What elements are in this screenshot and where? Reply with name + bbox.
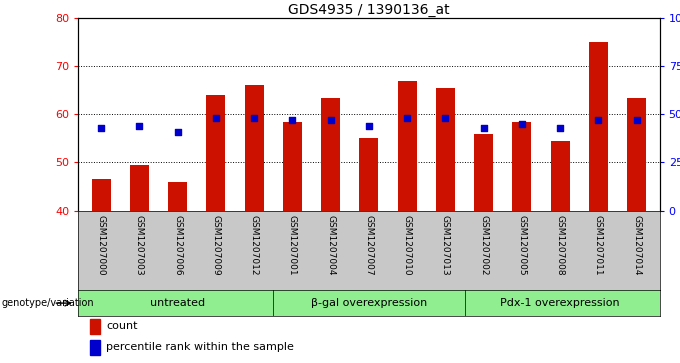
Bar (474, 134, 493, 211)
Text: GSM1207004: GSM1207004 (326, 215, 335, 275)
Text: untreated: untreated (150, 298, 205, 308)
Point (172, 129, 183, 135)
Text: percentile rank within the sample: percentile rank within the sample (106, 342, 294, 352)
Bar (627, 98, 646, 211)
Point (440, 115, 451, 121)
Text: genotype/variation: genotype/variation (1, 298, 94, 308)
Point (363, 123, 374, 129)
Text: GSM1207012: GSM1207012 (250, 215, 258, 275)
Text: GSM1207011: GSM1207011 (594, 215, 603, 275)
Point (210, 115, 221, 121)
Text: GSM1207013: GSM1207013 (441, 215, 450, 275)
Bar (283, 122, 302, 211)
Bar (359, 138, 379, 211)
Text: GSM1207001: GSM1207001 (288, 215, 297, 275)
Point (287, 117, 298, 123)
Text: GSM1207006: GSM1207006 (173, 215, 182, 275)
Text: GSM1207008: GSM1207008 (556, 215, 564, 275)
Point (134, 123, 145, 129)
Bar (168, 182, 187, 211)
Text: GSM1207014: GSM1207014 (632, 215, 641, 275)
Bar (589, 42, 608, 211)
Point (325, 117, 336, 123)
Text: GSM1207010: GSM1207010 (403, 215, 411, 275)
Bar (92, 179, 111, 211)
Bar (206, 95, 226, 211)
Title: GDS4935 / 1390136_at: GDS4935 / 1390136_at (288, 3, 449, 17)
Bar (90, 319, 100, 334)
Point (631, 117, 642, 123)
Point (249, 115, 260, 121)
Bar (90, 340, 100, 355)
Bar (398, 81, 417, 211)
Bar (245, 85, 264, 211)
Point (96, 125, 107, 131)
Text: β-gal overexpression: β-gal overexpression (311, 298, 427, 308)
Bar (321, 98, 340, 211)
Point (555, 125, 566, 131)
Text: GSM1207007: GSM1207007 (364, 215, 373, 275)
Text: GSM1207000: GSM1207000 (97, 215, 105, 275)
Text: GSM1207003: GSM1207003 (135, 215, 144, 275)
Point (593, 117, 604, 123)
Bar (512, 122, 532, 211)
Bar (551, 141, 570, 211)
Point (402, 115, 413, 121)
Bar (436, 88, 455, 211)
Text: count: count (106, 321, 137, 331)
Point (517, 121, 528, 127)
Text: GSM1207002: GSM1207002 (479, 215, 488, 275)
Bar (130, 165, 149, 211)
Text: GSM1207009: GSM1207009 (211, 215, 220, 275)
Point (478, 125, 489, 131)
Text: Pdx-1 overexpression: Pdx-1 overexpression (500, 298, 620, 308)
Text: GSM1207005: GSM1207005 (517, 215, 526, 275)
